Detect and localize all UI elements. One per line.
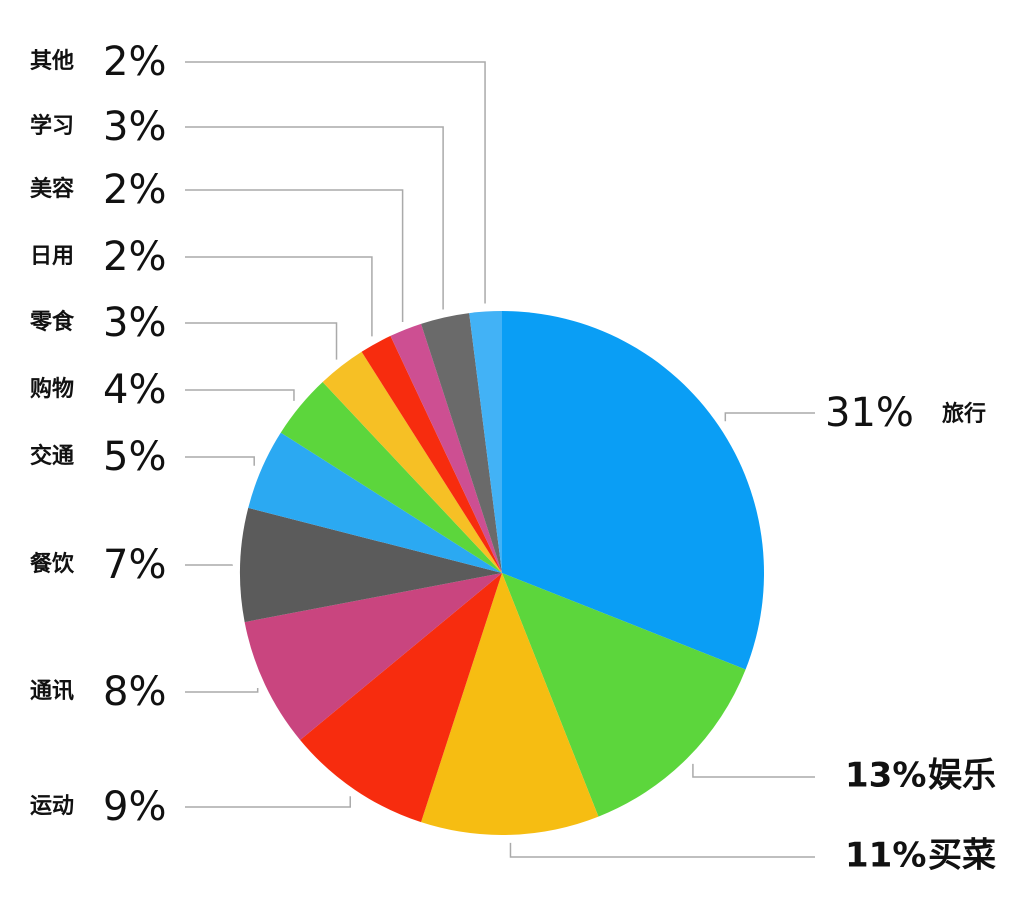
- leader-line: [185, 126, 444, 310]
- value-label: 31%: [825, 390, 914, 436]
- category-label: 购物: [30, 376, 74, 402]
- leader-line: [724, 412, 815, 422]
- leader-line: [185, 456, 255, 466]
- pie-slice: [300, 573, 502, 823]
- category-label: 交通: [30, 443, 74, 469]
- pie-slice: [421, 573, 599, 835]
- leader-line: [509, 842, 815, 858]
- category-label: 买菜: [928, 836, 996, 876]
- value-label: 9%: [103, 784, 166, 830]
- pie-slice: [502, 311, 765, 670]
- category-label: 学习: [30, 113, 74, 139]
- category-label: 零食: [29, 309, 75, 335]
- leader-line: [185, 256, 373, 337]
- value-label: 7%: [103, 542, 166, 588]
- category-label: 餐饮: [30, 552, 75, 577]
- category-label: 美容: [30, 176, 74, 202]
- value-label: 4%: [103, 367, 166, 413]
- category-label: 运动: [30, 794, 74, 819]
- category-label: 旅行: [942, 401, 986, 427]
- pie-slice: [390, 323, 502, 573]
- pie-slice: [421, 313, 502, 573]
- value-label: 3%: [103, 300, 166, 346]
- value-label: 11%: [845, 836, 926, 876]
- pie-slice: [502, 573, 746, 817]
- pie-slice: [280, 382, 502, 573]
- pie-slice: [240, 507, 502, 623]
- value-label: 8%: [103, 669, 166, 715]
- category-label: 日用: [30, 244, 74, 269]
- value-label: 2%: [103, 167, 166, 213]
- leader-line: [185, 61, 486, 304]
- pie-slice: [248, 432, 502, 573]
- leader-line: [185, 322, 338, 360]
- category-label: 其他: [30, 49, 74, 74]
- value-label: 13%: [845, 756, 926, 796]
- pie-slice: [322, 351, 502, 573]
- value-label: 2%: [103, 39, 166, 85]
- pie-slice: [361, 335, 502, 573]
- pie-slice: [469, 311, 502, 573]
- leader-line: [185, 189, 404, 322]
- value-label: 3%: [103, 104, 166, 150]
- leader-line: [185, 796, 351, 808]
- value-label: 2%: [103, 234, 166, 280]
- leader-line: [692, 763, 815, 778]
- pie-slice: [244, 573, 502, 741]
- leader-line: [185, 687, 259, 693]
- leader-line: [185, 389, 295, 401]
- category-label: 娱乐: [928, 756, 996, 796]
- value-label: 5%: [103, 434, 166, 480]
- category-label: 通讯: [30, 679, 74, 704]
